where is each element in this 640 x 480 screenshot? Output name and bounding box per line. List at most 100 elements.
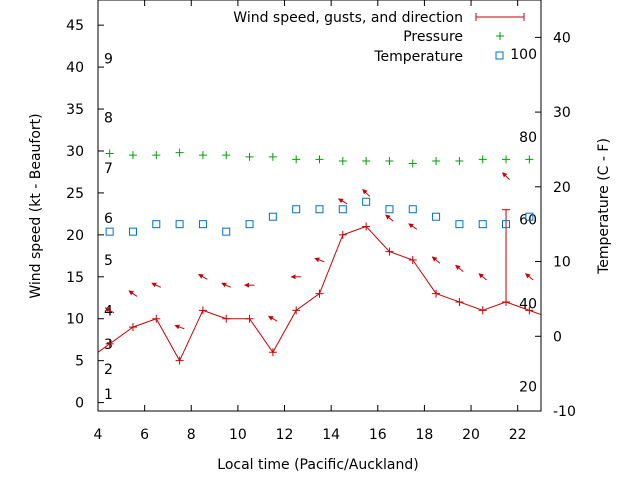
pressure-point [175,148,184,157]
wind-speed-point [315,289,324,298]
legend-swatch-temperature [495,51,504,60]
y-right-tick-label: 30 [553,105,571,121]
beaufort-label: 1 [104,387,113,403]
pressure-point [432,157,441,166]
x-tick-label: 4 [94,427,103,443]
temperature-point [478,220,487,229]
y-left-tick-label: 0 [75,396,84,412]
legend-swatch-pressure [496,32,504,40]
wind-speed-point [408,256,417,265]
y-right-tick-label: 10 [553,255,571,271]
x-tick-label: 8 [187,427,196,443]
beaufort-label: 7 [104,161,113,177]
x-tick-label: 14 [322,427,340,443]
temperature-point [175,220,184,229]
temperature-point [408,205,417,214]
beaufort-label: 2 [104,362,113,378]
pressure-point [525,155,534,164]
y-right-tick-label: -10 [553,404,576,420]
temperature-point [338,205,347,214]
wind-direction-arrow [338,198,348,205]
axis-ticks: 4 6 8 10 12 14 16 18 20 22051015202530354045-1001… [66,0,576,443]
pressure-point [245,152,254,161]
temperature-point [152,220,161,229]
y-axis-label-left: Wind speed (kt - Beaufort) [28,113,44,298]
temperature-point [128,227,137,236]
x-axis-label: Local time (Pacific/Auckland) [217,457,418,473]
temperature-point [245,220,254,229]
wind-speed-point [128,323,137,332]
wind-direction-arrow [268,315,278,322]
wind-direction-arrow [221,282,231,288]
wind-speed-point [245,314,254,323]
temperature-point [362,197,371,206]
pressure-point [222,151,231,160]
temperature-point [315,205,324,214]
wind-direction-arrow [362,189,371,197]
wind-speed-point [385,247,394,256]
legend-label-temperature: Temperature [373,49,463,65]
x-tick-label: 20 [462,427,480,443]
wind-direction-arrow [104,307,115,314]
x-tick-label: 6 [140,427,149,443]
pressure-point [385,157,394,166]
wind-direction-arrow [198,273,208,280]
x-tick-label: 10 [229,427,247,443]
beaufort-label: 9 [104,52,113,68]
x-tick-label: 18 [416,427,434,443]
y-left-tick-label: 5 [75,354,84,370]
wind-speed-point [525,306,534,315]
wind-direction-arrow [174,324,185,330]
x-tick-label: 16 [369,427,387,443]
fahrenheit-label: 80 [519,130,537,146]
pressure-point [128,151,137,160]
y-left-tick-label: 30 [66,144,84,160]
pressure-point [198,151,207,160]
series-layer [97,148,542,365]
wind-speed-point [292,306,301,315]
pressure-point [455,157,464,166]
wind-direction-arrow [128,290,138,297]
y-left-tick-label: 35 [66,102,84,118]
y-right-tick-label: 40 [553,30,571,46]
temperature-point [502,220,511,229]
y-left-tick-label: 10 [66,312,84,328]
wind-direction-arrow [408,223,418,230]
fahrenheit-label: 20 [519,379,537,395]
beaufort-label: 8 [104,110,113,126]
wind-speed-point [338,230,347,239]
legend: Wind speed, gusts, and direction Pressur… [233,10,525,65]
wind-speed-point [455,297,464,306]
wind-speed-point [362,222,371,231]
y-axis-label-right: Temperature (C - F) [596,138,612,275]
wind-direction-arrow [525,273,534,281]
pressure-point [478,155,487,164]
temperature-point [268,212,277,221]
wind-speed-point [175,356,184,365]
wind-direction-arrow [478,273,487,281]
y-left-tick-label: 25 [66,186,84,202]
pressure-point [105,149,114,158]
temperature-point [385,205,394,214]
pressure-point [502,155,511,164]
pressure-point [268,152,277,161]
y-left-tick-label: 15 [66,270,84,286]
y-left-tick-label: 20 [66,228,84,244]
wind-direction-arrow [314,257,325,263]
wind-speed-point [198,306,207,315]
legend-label-wind: Wind speed, gusts, and direction [233,10,463,26]
fahrenheit-label: 100 [510,47,537,63]
pressure-point [338,157,347,166]
pressure-point [362,157,371,166]
wind-speed-point [478,306,487,315]
wind-direction-arrow [431,256,441,264]
wind-speed-point [432,289,441,298]
temperature-point [525,212,534,221]
pressure-point [315,155,324,164]
wind-speed-point [152,314,161,323]
temperature-point [455,220,464,229]
legend-label-pressure: Pressure [403,29,463,45]
pressure-point [152,151,161,160]
wind-direction-arrow [151,282,162,288]
